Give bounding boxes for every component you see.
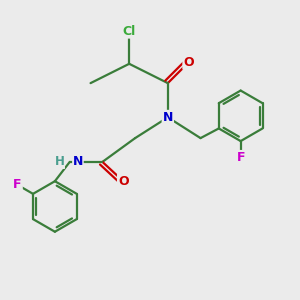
Text: Cl: Cl xyxy=(123,25,136,38)
Text: H: H xyxy=(55,155,64,168)
Text: N: N xyxy=(73,155,83,168)
Text: F: F xyxy=(236,151,245,164)
Text: N: N xyxy=(163,111,173,124)
Text: F: F xyxy=(13,178,22,191)
Text: O: O xyxy=(183,56,194,69)
Text: O: O xyxy=(118,175,129,188)
